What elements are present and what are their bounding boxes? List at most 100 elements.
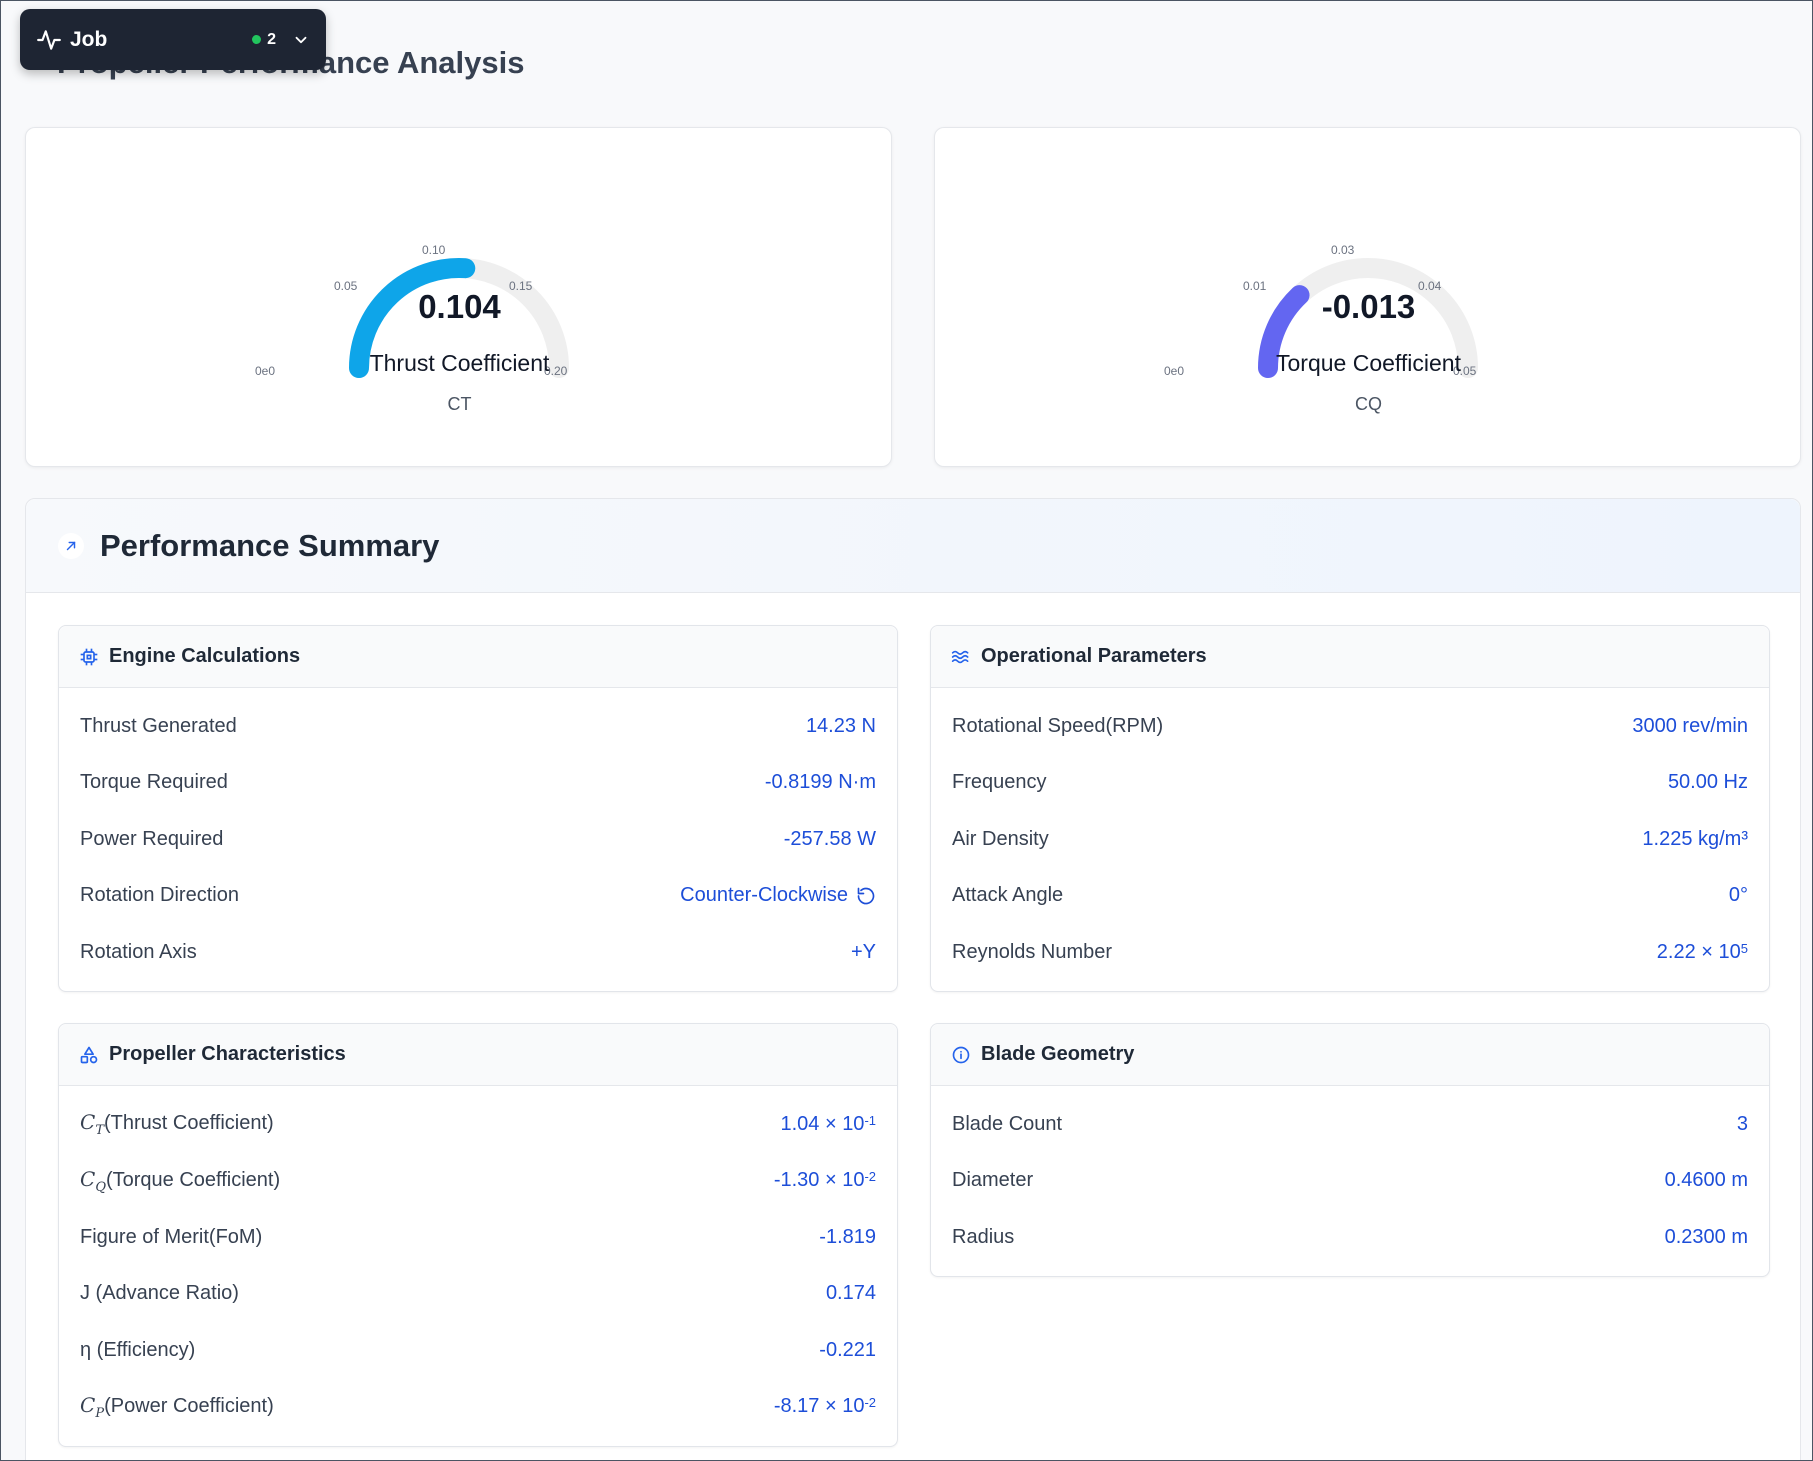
gauge-tick-label: 0e0 [1164, 364, 1184, 378]
table-row: η (Efficiency) -0.221 [59, 1322, 897, 1379]
row-label-group: CQ(Torque Coefficient) [80, 1167, 280, 1195]
symbol-subscript: Q [95, 1179, 106, 1195]
row-value: 50.00 Hz [1667, 771, 1748, 794]
math-symbol: CQ [80, 1166, 106, 1195]
job-status-button[interactable]: Job 2 [20, 9, 326, 70]
table-row: Rotation Direction Counter-Clockwise [59, 868, 897, 925]
row-value: 0° [1728, 884, 1748, 907]
gauge-fill [349, 258, 476, 378]
panel-title: Operational Parameters [981, 645, 1207, 667]
arrow-up-right-icon [58, 532, 84, 559]
table-row: Reynolds Number 2.22 × 10 5 [931, 924, 1769, 981]
gauge-tick-label: 0.01 [1243, 279, 1267, 293]
panel-header: Blade Geometry [931, 1024, 1769, 1086]
info-icon [952, 1046, 970, 1063]
panel-header: Operational Parameters [931, 626, 1769, 688]
gauge-name: Torque Coefficient [1276, 350, 1461, 376]
math-symbol: CP [80, 1392, 104, 1421]
summary-header: Performance Summary [26, 499, 1800, 593]
cpu-icon [80, 648, 98, 665]
row-value: 1.225 kg/m³ [1642, 827, 1748, 850]
job-count-badge: 2 [267, 30, 276, 48]
math-symbol: CT [80, 1110, 104, 1138]
thrust-gauge: 0e0 0.05 0.10 0.15 0.20 [255, 243, 569, 378]
torque-gauge-card: 0e0 0.01 0.03 0.04 0.05 -0.013 Torque Coeffi… [934, 127, 1801, 467]
symbol-subscript: P [95, 1405, 105, 1421]
table-row: Diameter 0.4600 m [931, 1153, 1769, 1210]
row-value: 3 [1736, 1112, 1748, 1135]
table-row: Figure of Merit(FoM) -1.819 [59, 1209, 897, 1266]
row-value: -8.17 × 10 [773, 1395, 865, 1418]
row-value-group: 2.22 × 10 5 [1657, 941, 1748, 964]
row-label: J (Advance Ratio) [80, 1282, 239, 1305]
table-row: Blade Count 3 [931, 1096, 1769, 1153]
panel-header: Engine Calculations [59, 626, 897, 688]
row-value: -0.221 [819, 1338, 876, 1361]
row-value: 1.04 × 10 [780, 1112, 865, 1135]
row-value: 0.174 [825, 1282, 876, 1305]
operational-parameters-panel: Operational Parameters Rotational Speed(… [930, 625, 1770, 992]
waves-icon [951, 650, 969, 663]
symbol-base: C [80, 1392, 96, 1417]
row-label-group: CP(Power Coefficient) [80, 1393, 274, 1421]
table-row: CT(Thrust Coefficient) 1.04 × 10 -1 [59, 1096, 897, 1153]
gauge-symbol: CT [447, 394, 472, 414]
table-row: Rotation Axis +Y [59, 924, 897, 981]
table-row: Power Required -257.58 W [59, 811, 897, 868]
chevron-down-icon [295, 36, 307, 43]
gauge-name: Thrust Coefficient [369, 350, 550, 376]
symbol-base: C [80, 1166, 96, 1191]
row-value: +Y [850, 940, 876, 963]
row-value-group: Counter-Clockwise [680, 884, 876, 907]
symbol-base: C [80, 1110, 96, 1135]
row-label: Thrust Generated [80, 714, 237, 737]
gauge-tick-label: 0.20 [544, 364, 568, 378]
row-value-exponent: 5 [1740, 940, 1748, 956]
table-row: Rotational Speed(RPM) 3000 rev/min [931, 698, 1769, 755]
status-dot-icon [252, 35, 262, 44]
row-label: η (Efficiency) [80, 1338, 196, 1361]
gauge-tick-label: 0.04 [1418, 279, 1442, 293]
row-value-exponent: -1 [864, 1112, 876, 1128]
gauge-tick-label: 0.05 [334, 279, 358, 293]
gauge-fill [1258, 285, 1310, 378]
table-row: CQ(Torque Coefficient) -1.30 × 10 -2 [59, 1153, 897, 1210]
table-row: Thrust Generated 14.23 N [59, 698, 897, 755]
row-value: 2.22 × 10 [1656, 940, 1741, 963]
row-value: -1.30 × 10 [773, 1169, 865, 1192]
row-label: Torque Required [80, 771, 228, 794]
table-row: Torque Required -0.8199 N·m [59, 755, 897, 812]
job-label: Job [70, 27, 108, 51]
row-value: 3000 rev/min [1632, 714, 1748, 737]
row-label: Air Density [952, 827, 1049, 850]
engine-calculations-panel: Engine Calculations Thrust Generated 14.2… [58, 625, 898, 992]
gauge-tick-label: 0e0 [255, 364, 275, 378]
blade-geometry-panel: Blade Geometry Blade Count 3 Diameter 0.46… [930, 1023, 1770, 1277]
panel-title: Propeller Characteristics [109, 1043, 346, 1065]
summary-title: Performance Summary [100, 527, 440, 563]
row-value: -257.58 W [783, 827, 876, 850]
table-row: J (Advance Ratio) 0.174 [59, 1266, 897, 1323]
row-label: Attack Angle [952, 884, 1064, 907]
gauge-tick-label: 0.15 [509, 279, 533, 293]
row-label: Reynolds Number [952, 940, 1113, 963]
table-row: Air Density 1.225 kg/m³ [931, 811, 1769, 868]
symbol-subscript: T [95, 1123, 104, 1139]
row-value-group: 1.04 × 10 -1 [780, 1113, 876, 1136]
activity-icon [37, 29, 61, 50]
gauge-tick-label: 0.10 [422, 243, 446, 257]
row-label: (Power Coefficient) [104, 1394, 274, 1417]
row-label: (Thrust Coefficient) [103, 1112, 274, 1135]
row-label: Rotation Axis [80, 940, 197, 963]
row-label: Radius [952, 1225, 1015, 1248]
row-value: Counter-Clockwise [680, 884, 848, 907]
table-row: Radius 0.2300 m [931, 1209, 1769, 1266]
gauge-tick-label: 0.03 [1331, 243, 1355, 257]
panel-title: Blade Geometry [981, 1043, 1135, 1065]
row-label: Diameter [952, 1169, 1034, 1192]
row-label: (Torque Coefficient) [105, 1168, 281, 1191]
gauge-symbol: CQ [1355, 394, 1382, 414]
gauge-value: -0.013 [1321, 288, 1416, 325]
row-label: Figure of Merit(FoM) [80, 1225, 263, 1248]
